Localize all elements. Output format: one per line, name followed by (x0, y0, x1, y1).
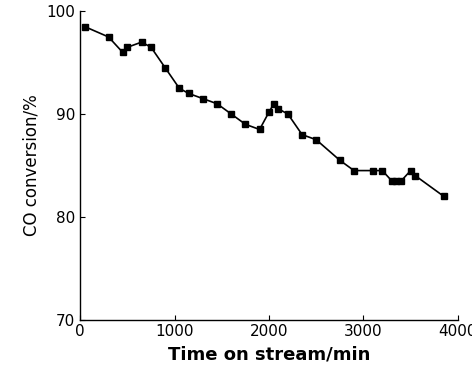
X-axis label: Time on stream/min: Time on stream/min (168, 345, 370, 363)
Y-axis label: CO conversion/%: CO conversion/% (23, 95, 41, 236)
